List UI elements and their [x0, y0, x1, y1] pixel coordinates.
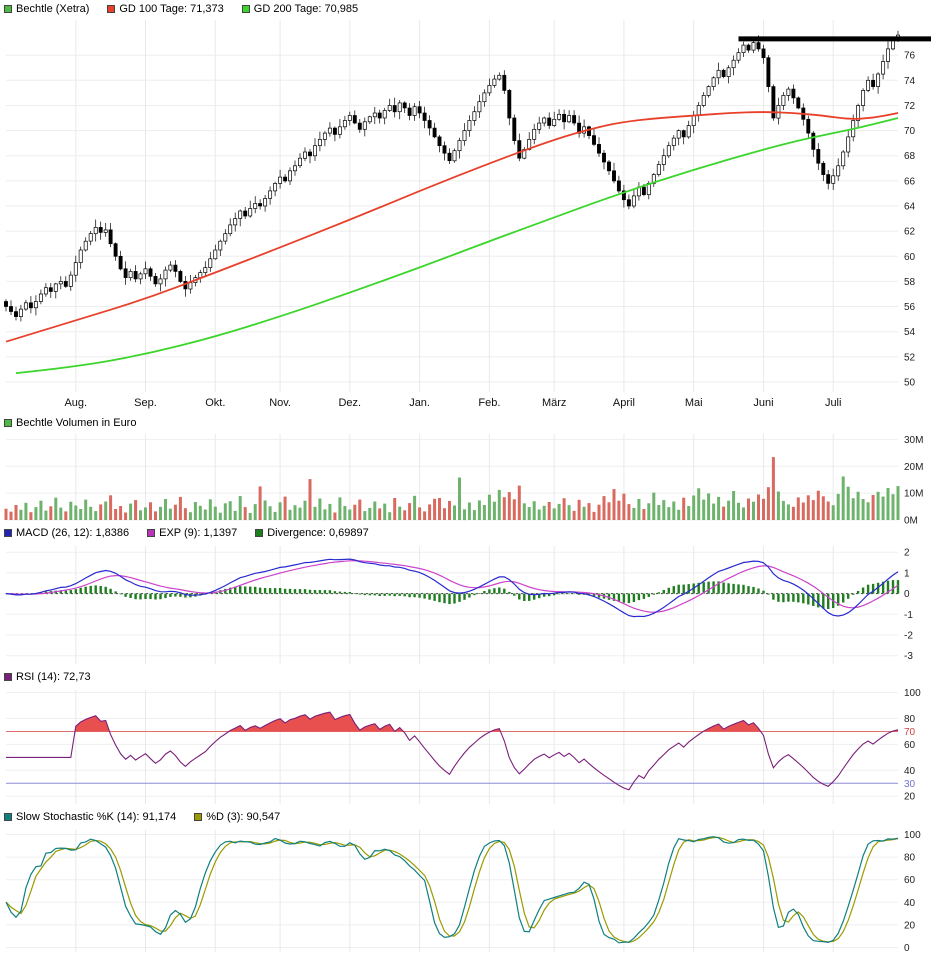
svg-text:40: 40	[904, 898, 916, 909]
svg-text:März: März	[542, 397, 566, 409]
svg-text:76: 76	[904, 51, 916, 62]
svg-text:April: April	[613, 397, 635, 409]
svg-text:Nov.: Nov.	[269, 397, 291, 409]
svg-text:1: 1	[904, 568, 910, 579]
svg-text:10M: 10M	[904, 489, 923, 500]
divergence-swatch	[255, 529, 264, 537]
volume-label: Bechtle Volumen in Euro	[16, 417, 137, 429]
svg-text:2: 2	[904, 548, 910, 559]
svg-text:0M: 0M	[904, 516, 918, 525]
svg-text:0: 0	[904, 589, 910, 600]
svg-text:Dez.: Dez.	[338, 397, 361, 409]
price-chart: 50 52 54 56 58 60 62 64 66 68 70 72 74 76 Aug. Sep. Okt.…	[4, 20, 931, 409]
svg-text:-2: -2	[904, 631, 913, 642]
svg-text:70: 70	[904, 727, 916, 738]
svg-text:0: 0	[904, 943, 910, 954]
legend-item-exp: EXP (9): 1,1397	[147, 527, 237, 539]
svg-text:58: 58	[904, 277, 916, 288]
svg-text:80: 80	[904, 853, 916, 864]
svg-text:64: 64	[904, 202, 916, 213]
svg-text:60: 60	[904, 252, 916, 263]
bechtle-series-swatch	[4, 5, 12, 13]
gd100-label: GD 100 Tage: 71,373	[119, 3, 224, 15]
svg-text:54: 54	[904, 327, 916, 338]
svg-text:20: 20	[904, 792, 916, 803]
svg-text:66: 66	[904, 176, 916, 187]
svg-text:Aug.: Aug.	[64, 397, 87, 409]
legend-item-stoch-k: Slow Stochastic %K (14): 91,174	[4, 811, 176, 823]
svg-text:70: 70	[904, 126, 916, 137]
bechtle-series-label: Bechtle (Xetra)	[16, 3, 90, 15]
price-legend: Bechtle (Xetra) GD 100 Tage: 71,373 GD 2…	[0, 0, 940, 18]
macd-swatch	[4, 529, 12, 537]
svg-text:-3: -3	[904, 651, 913, 662]
legend-item-macd: MACD (26, 12): 1,8386	[4, 527, 129, 539]
divergence-label: Divergence: 0,69897	[267, 527, 369, 539]
svg-text:74: 74	[904, 76, 916, 87]
svg-text:60: 60	[904, 740, 916, 751]
svg-text:Okt.: Okt.	[205, 397, 225, 409]
stoch-k-swatch	[4, 813, 12, 821]
legend-item-divergence: Divergence: 0,69897	[255, 527, 369, 539]
volume-legend: Bechtle Volumen in Euro	[0, 414, 940, 432]
stoch-legend: Slow Stochastic %K (14): 91,174 %D (3): …	[0, 808, 940, 826]
svg-text:Feb.: Feb.	[478, 397, 500, 409]
rsi-label: RSI (14): 72,73	[16, 671, 91, 683]
legend-item-stoch-d: %D (3): 90,547	[194, 811, 280, 823]
stoch-d-swatch	[194, 813, 203, 821]
legend-item-gd100: GD 100 Tage: 71,373	[107, 3, 224, 15]
svg-text:Juli: Juli	[825, 397, 842, 409]
gd200-label: GD 200 Tage: 70,985	[253, 3, 359, 15]
svg-text:20M: 20M	[904, 462, 923, 473]
svg-text:62: 62	[904, 227, 916, 238]
rsi-swatch	[4, 673, 12, 681]
svg-text:30: 30	[904, 779, 916, 790]
svg-text:Mai: Mai	[685, 397, 703, 409]
svg-text:20: 20	[904, 920, 916, 931]
exp-swatch	[147, 529, 156, 537]
legend-item-bechtle: Bechtle (Xetra)	[4, 3, 89, 15]
svg-text:68: 68	[904, 151, 916, 162]
volume-swatch	[4, 419, 12, 427]
macd-label: MACD (26, 12): 1,8386	[16, 527, 130, 539]
svg-text:30M: 30M	[904, 435, 923, 446]
svg-text:72: 72	[904, 101, 916, 112]
svg-text:100: 100	[904, 830, 921, 841]
macd-legend: MACD (26, 12): 1,8386 EXP (9): 1,1397 Di…	[0, 524, 940, 542]
svg-text:50: 50	[904, 377, 916, 388]
exp-label: EXP (9): 1,1397	[159, 527, 238, 539]
stoch-d-label: %D (3): 90,547	[206, 811, 281, 823]
svg-text:56: 56	[904, 302, 916, 313]
macd-chart: 2 1 0 -1 -2 -3	[4, 546, 913, 664]
stoch-chart: 100 80 60 40 20 0	[5, 830, 921, 954]
svg-text:Sep.: Sep.	[134, 397, 157, 409]
stoch-k-label: Slow Stochastic %K (14): 91,174	[16, 811, 177, 823]
svg-text:60: 60	[904, 875, 916, 886]
svg-text:-1: -1	[904, 610, 913, 621]
gd100-swatch	[107, 5, 116, 13]
svg-text:Jan.: Jan.	[409, 397, 430, 409]
gd200-swatch	[241, 5, 250, 13]
legend-item-volume: Bechtle Volumen in Euro	[4, 417, 136, 429]
legend-item-gd200: GD 200 Tage: 70,985	[241, 3, 359, 15]
rsi-chart: 100 80 70 60 40 30 20	[6, 688, 921, 804]
svg-text:100: 100	[904, 688, 921, 699]
svg-text:80: 80	[904, 714, 916, 725]
svg-text:52: 52	[904, 352, 916, 363]
legend-item-rsi: RSI (14): 72,73	[4, 671, 91, 683]
svg-text:40: 40	[904, 766, 916, 777]
volume-chart: 30M 20M 10M 0M	[4, 434, 923, 525]
rsi-legend: RSI (14): 72,73	[0, 668, 940, 686]
svg-text:Juni: Juni	[753, 397, 773, 409]
